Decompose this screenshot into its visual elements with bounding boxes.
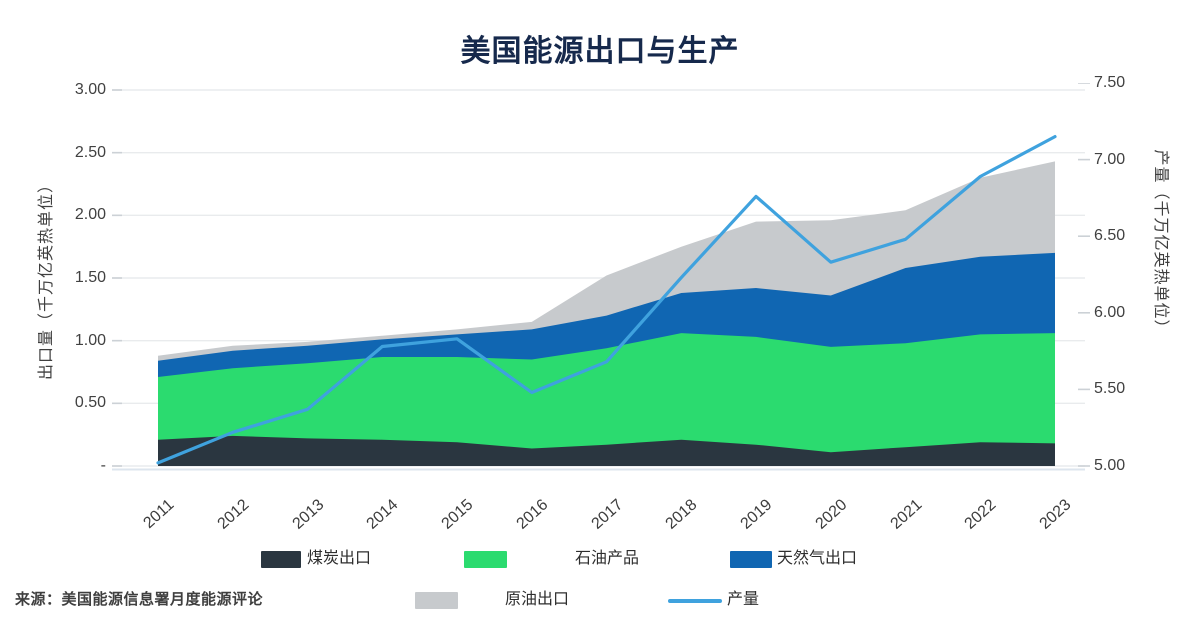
legend-swatch-natural-gas-exports: [730, 551, 772, 568]
y-left-tick-label: 1.00: [74, 331, 106, 349]
y-right-tick-label: 5.00: [1094, 457, 1126, 474]
x-axis-tick-label: 2018: [662, 496, 701, 533]
x-axis-tick-label: 2015: [438, 496, 477, 533]
y-left-tick-label: -: [100, 457, 106, 474]
area-1-石油产品: [158, 333, 1055, 466]
y-right-tick-label: 6.50: [1094, 227, 1126, 245]
y-left-tick-label: 2.50: [74, 143, 106, 161]
legend-label-crude-oil-exports: 原油出口: [505, 591, 570, 608]
area-0-煤炭出口: [158, 435, 1055, 466]
legend-label-production: 产量: [727, 591, 760, 608]
x-axis-tick-label: 2022: [961, 496, 1000, 533]
x-axis-tick-label: 2023: [1036, 496, 1075, 533]
x-axis-tick-label: 2021: [887, 496, 925, 533]
x-axis-tick-label: 2011: [140, 496, 178, 532]
chart-title: 美国能源出口与生产: [460, 35, 740, 68]
plot-area: [110, 82, 1095, 478]
legend-swatch-crude-oil-exports: [415, 592, 458, 609]
legend-label-coal-exports: 煤炭出口: [307, 550, 372, 567]
y-right-tick-label: 7.50: [1094, 74, 1126, 91]
legend-swatch-production-line: [668, 599, 722, 603]
y-right-tick-label: 6.00: [1094, 303, 1126, 321]
x-axis-tick-label: 2016: [513, 496, 552, 533]
legend-label-petroleum-products: 石油产品: [575, 550, 640, 567]
y-right-tick-label: 5.50: [1094, 380, 1126, 398]
y-left-tick-label: 3.00: [74, 81, 106, 98]
y-left-tick-label: 1.50: [74, 269, 106, 286]
legend-swatch-coal-exports: [261, 551, 301, 568]
chart-svg: [112, 82, 1090, 471]
production-line: [156, 134, 1057, 465]
legend-label-natural-gas-exports: 天然气出口: [777, 550, 858, 567]
y-right-tick-label: 7.00: [1094, 150, 1126, 168]
legend-swatch-petroleum-products: [464, 551, 507, 568]
x-axis-tick-label: 2019: [737, 496, 776, 533]
source-note: 来源：美国能源信息署月度能源评论: [15, 591, 264, 608]
y-left-tick-label: 2.00: [74, 206, 106, 224]
y-left-tick-label: 0.50: [74, 394, 106, 412]
x-axis-tick-label: 2012: [214, 496, 253, 533]
